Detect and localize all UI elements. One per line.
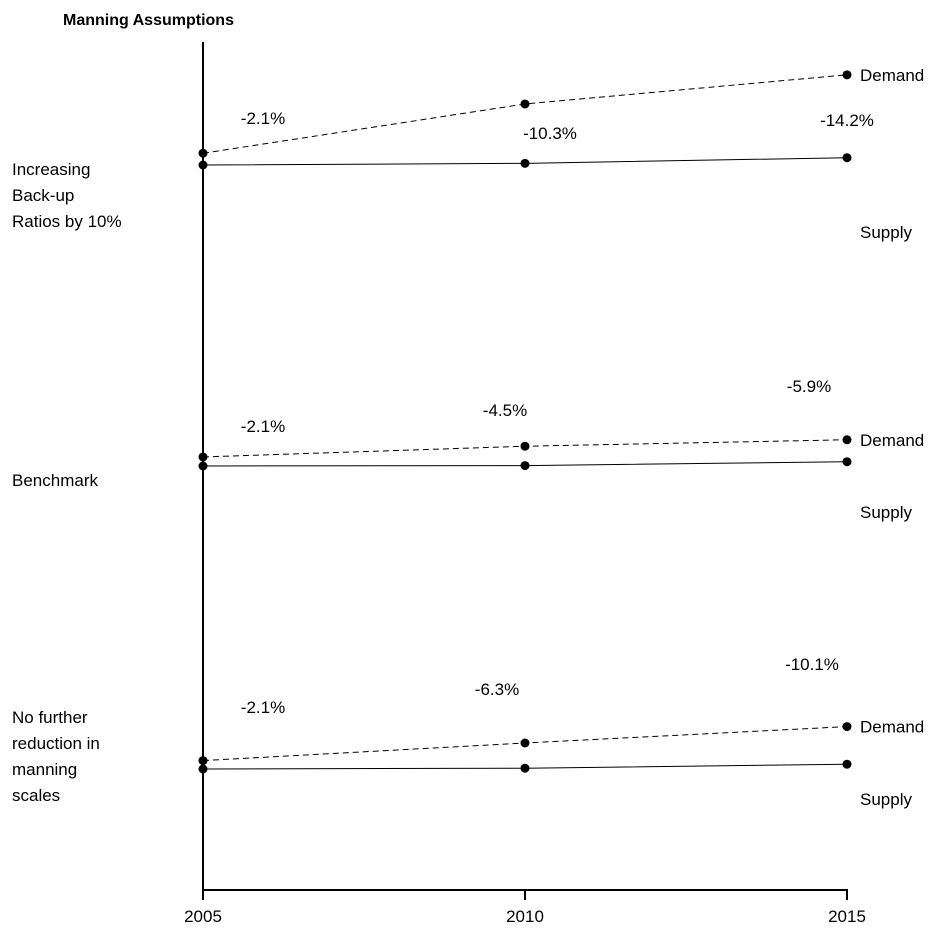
- gap-label-2015: -14.2%: [820, 111, 874, 130]
- gap-label-2005: -2.1%: [241, 417, 285, 436]
- panel-label: No further reduction in manning scales: [12, 708, 100, 805]
- gap-label-2005: -2.1%: [241, 109, 285, 128]
- demand-series-label: Demand: [860, 66, 924, 85]
- gap-label-2005: -2.1%: [241, 698, 285, 717]
- x-tick-label-2010: 2010: [506, 907, 544, 926]
- gap-label-2010: -4.5%: [483, 401, 527, 420]
- demand-point-2010: [520, 441, 530, 451]
- demand-point-2005: [198, 452, 208, 462]
- supply-point-2015: [842, 457, 852, 467]
- supply-point-2005: [198, 461, 208, 471]
- demand-point-2010: [520, 738, 530, 748]
- supply-point-2005: [198, 764, 208, 774]
- panels: Increasing Back-up Ratios by 10% Demand Supp…: [12, 66, 924, 809]
- x-tick-label-2015: 2015: [828, 907, 866, 926]
- x-ticks: 2005 2010 2015: [184, 890, 866, 926]
- panel-label: Benchmark: [12, 471, 98, 490]
- supply-point-2005: [198, 160, 208, 170]
- demand-point-2005: [198, 756, 208, 766]
- supply-point-2010: [520, 158, 530, 168]
- panel-label: Increasing Back-up Ratios by 10%: [12, 160, 122, 231]
- demand-point-2015: [842, 435, 852, 445]
- gap-label-2015: -5.9%: [787, 377, 831, 396]
- supply-point-2010: [520, 461, 530, 471]
- demand-series-label: Demand: [860, 718, 924, 737]
- supply-series-label: Supply: [860, 503, 912, 522]
- demand-point-2005: [198, 148, 208, 158]
- chart-title: Manning Assumptions: [63, 12, 234, 29]
- supply-point-2015: [842, 153, 852, 163]
- panel-3: No further reduction in manning scales Deman…: [12, 655, 924, 809]
- panel-1: Increasing Back-up Ratios by 10% Demand Supp…: [12, 66, 924, 242]
- demand-point-2015: [842, 70, 852, 80]
- gap-label-2015: -10.1%: [785, 655, 839, 674]
- gap-label-2010: -6.3%: [475, 680, 519, 699]
- x-tick-label-2005: 2005: [184, 907, 222, 926]
- supply-series-label: Supply: [860, 790, 912, 809]
- supply-series-label: Supply: [860, 223, 912, 242]
- supply-point-2010: [520, 763, 530, 773]
- gap-label-2010: -10.3%: [523, 124, 577, 143]
- panel-2: Benchmark Demand Supply -2.1% -4.5% -5.9%: [12, 377, 924, 522]
- supply-point-2015: [842, 759, 852, 769]
- demand-point-2015: [842, 722, 852, 732]
- demand-point-2010: [520, 99, 530, 109]
- demand-series-label: Demand: [860, 431, 924, 450]
